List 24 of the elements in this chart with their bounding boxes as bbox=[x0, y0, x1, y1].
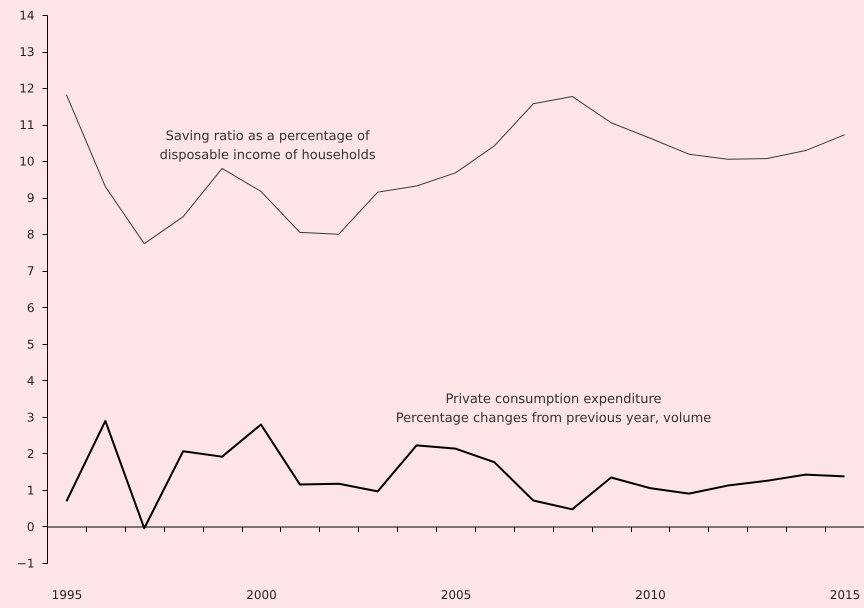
text: Saving ratio as a percentage of disposable income of households bbox=[160, 129, 376, 164]
y-tick-label: 0 bbox=[26, 520, 34, 534]
y-tick-label: 7 bbox=[26, 264, 34, 278]
y-tick-label: 8 bbox=[26, 228, 34, 242]
y-tick-label: 14 bbox=[19, 8, 34, 22]
y-tick-label: 5 bbox=[26, 337, 34, 352]
y-tick-label: 2 bbox=[26, 446, 34, 461]
y-tick-label: 13 bbox=[19, 45, 34, 60]
y-tick-label: 6 bbox=[26, 300, 34, 315]
y-tick-label: 10 bbox=[19, 154, 34, 169]
x-tick-label: 2015 bbox=[830, 588, 860, 602]
y-tick-label: −1 bbox=[16, 556, 34, 570]
line-series bbox=[66, 94, 846, 244]
x-tick-label: 2010 bbox=[635, 588, 666, 602]
x-tick-label: 1995 bbox=[52, 588, 82, 602]
x-tick-label: 2000 bbox=[246, 588, 277, 602]
x-tick-label: 2005 bbox=[440, 588, 472, 602]
y-tick-label: 11 bbox=[19, 118, 34, 132]
y-tick-label: 1 bbox=[26, 483, 34, 498]
y-tick-label: 3 bbox=[26, 410, 34, 424]
y-tick-label: 9 bbox=[26, 191, 34, 206]
text: Private consumption expenditure Percentage changes from previous year, volume bbox=[396, 392, 712, 426]
y-tick-label: 4 bbox=[26, 374, 34, 388]
y-tick-label: 12 bbox=[19, 82, 34, 96]
